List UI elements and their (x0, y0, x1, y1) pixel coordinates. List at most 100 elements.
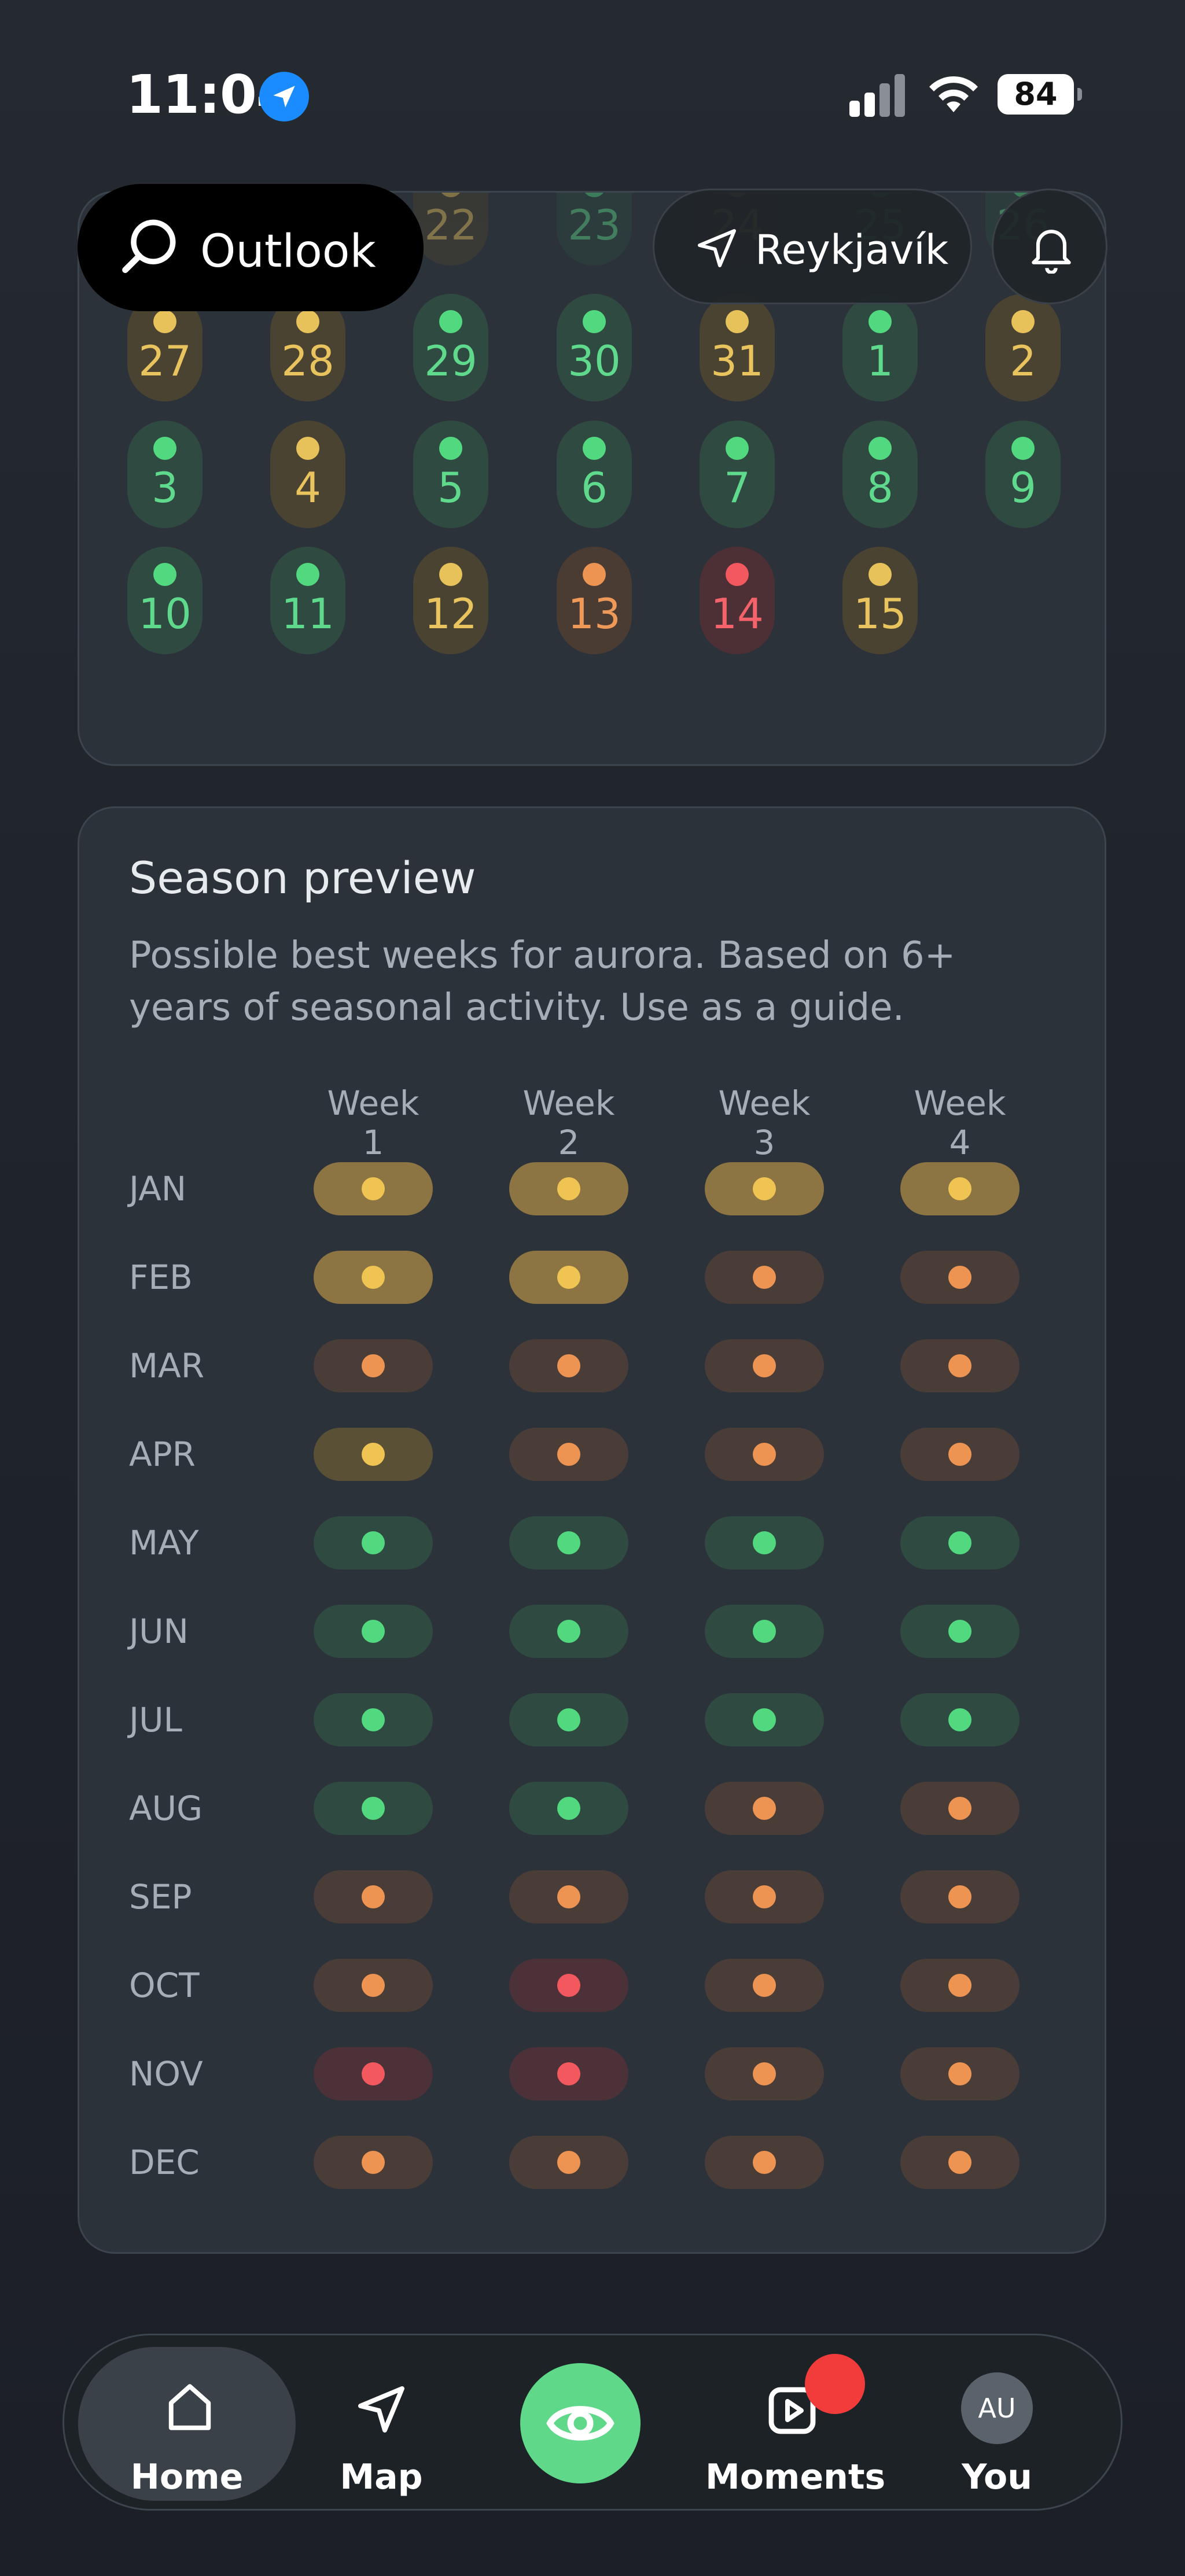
week-activity-cell (314, 1428, 433, 1481)
calendar-day-number: 10 (138, 589, 192, 638)
calendar-day[interactable]: 10 (127, 547, 203, 654)
nav-you-label: You (962, 2457, 1032, 2497)
week-activity-cell (705, 2136, 824, 2189)
calendar-day-number: 29 (424, 337, 477, 385)
nav-home[interactable]: Home (78, 2347, 296, 2501)
nav-map[interactable]: Map (319, 2347, 444, 2501)
month-label: JAN (129, 1169, 187, 1208)
week-activity-cell (314, 1693, 433, 1746)
activity-dot (948, 1885, 971, 1908)
calendar-day-number: 12 (424, 589, 477, 638)
week-activity-cell (314, 1162, 433, 1215)
calendar-day-number: 5 (437, 463, 464, 512)
calendar-day[interactable]: 3 (127, 421, 203, 528)
activity-dot (753, 1708, 776, 1731)
activity-dot (948, 1177, 971, 1200)
navigation-arrow-icon (358, 2386, 404, 2433)
activity-dot (753, 2062, 776, 2085)
activity-dot (557, 1354, 580, 1377)
week-activity-cell (705, 1339, 824, 1392)
calendar-day[interactable]: 7 (700, 421, 775, 528)
activity-dot (948, 1531, 971, 1554)
calendar-day[interactable]: 28 (270, 294, 345, 401)
activity-dot (153, 563, 176, 586)
month-label: DEC (129, 2143, 200, 2182)
calendar-day[interactable]: 31 (700, 294, 775, 401)
activity-dot (1011, 310, 1035, 333)
calendar-day[interactable]: 22 (413, 193, 488, 266)
calendar-day[interactable]: 29 (413, 294, 488, 401)
signal-icon (849, 71, 907, 117)
week-activity-cell (509, 1959, 628, 2012)
activity-dot (557, 1797, 580, 1820)
aurora-view-button[interactable] (520, 2363, 641, 2483)
location-arrow-icon (259, 72, 309, 121)
week-activity-cell (900, 2136, 1020, 2189)
week-activity-cell (509, 1516, 628, 1569)
activity-dot (1011, 437, 1035, 460)
calendar-day-number: 9 (1010, 463, 1036, 512)
week-header: Week 2 (522, 1084, 615, 1162)
activity-dot (362, 1885, 385, 1908)
activity-dot (583, 437, 606, 460)
calendar-day-number: 6 (581, 463, 608, 512)
calendar-day[interactable]: 6 (557, 421, 632, 528)
outlook-title-button[interactable]: Outlook (78, 184, 424, 311)
week-activity-cell (705, 1605, 824, 1658)
calendar-day-number: 31 (711, 337, 764, 385)
calendar-day-number: 28 (281, 337, 334, 385)
activity-dot (948, 1708, 971, 1731)
week-header: Week 4 (914, 1084, 1006, 1162)
week-activity-cell (900, 1870, 1020, 1923)
calendar-day-number: 1 (867, 337, 893, 385)
calendar-day[interactable]: 27 (127, 294, 203, 401)
week-activity-cell (314, 1959, 433, 2012)
calendar-day[interactable]: 12 (413, 547, 488, 654)
calendar-day[interactable]: 15 (842, 547, 918, 654)
week-activity-cell (314, 1605, 433, 1658)
activity-dot (753, 1531, 776, 1554)
activity-dot (362, 1531, 385, 1554)
calendar-day[interactable]: 5 (413, 421, 488, 528)
week-activity-cell (509, 1251, 628, 1304)
activity-dot (948, 1354, 971, 1377)
calendar-day[interactable]: 1 (842, 294, 918, 401)
activity-dot (439, 563, 462, 586)
avatar: AU (961, 2372, 1033, 2444)
calendar-day[interactable]: 4 (270, 421, 345, 528)
activity-dot (948, 1443, 971, 1466)
week-activity-cell (509, 1870, 628, 1923)
location-button[interactable]: Reykjavík (653, 189, 972, 304)
week-activity-cell (900, 2047, 1020, 2100)
activity-dot (948, 1974, 971, 1997)
calendar-day[interactable]: 9 (985, 421, 1061, 528)
activity-dot (753, 1620, 776, 1643)
notifications-button[interactable] (992, 189, 1107, 304)
activity-dot (753, 1354, 776, 1377)
calendar-day[interactable]: 2 (985, 294, 1061, 401)
week-activity-cell (705, 1959, 824, 2012)
nav-moments[interactable]: Moments (705, 2347, 885, 2501)
calendar-day[interactable]: 30 (557, 294, 632, 401)
eye-icon (546, 2406, 614, 2441)
activity-dot (296, 310, 319, 333)
calendar-day[interactable]: 11 (270, 547, 345, 654)
calendar-day-number: 14 (711, 589, 764, 638)
nav-you[interactable]: AU You (922, 2347, 1072, 2501)
week-activity-cell (314, 1782, 433, 1835)
calendar-day-number: 30 (568, 337, 621, 385)
season-description: Possible best weeks for aurora. Based on… (129, 934, 956, 1029)
activity-dot (557, 1443, 580, 1466)
calendar-day[interactable]: 14 (700, 547, 775, 654)
calendar-day-number: 27 (138, 337, 192, 385)
week-activity-cell (900, 1516, 1020, 1569)
calendar-day[interactable]: 8 (842, 421, 918, 528)
month-label: AUG (129, 1789, 203, 1828)
activity-dot (362, 1354, 385, 1377)
calendar-day[interactable]: 13 (557, 547, 632, 654)
activity-dot (753, 1797, 776, 1820)
activity-dot (753, 1177, 776, 1200)
calendar-day[interactable]: 23 (557, 193, 632, 266)
wifi-icon (929, 76, 978, 112)
activity-dot (439, 193, 462, 197)
